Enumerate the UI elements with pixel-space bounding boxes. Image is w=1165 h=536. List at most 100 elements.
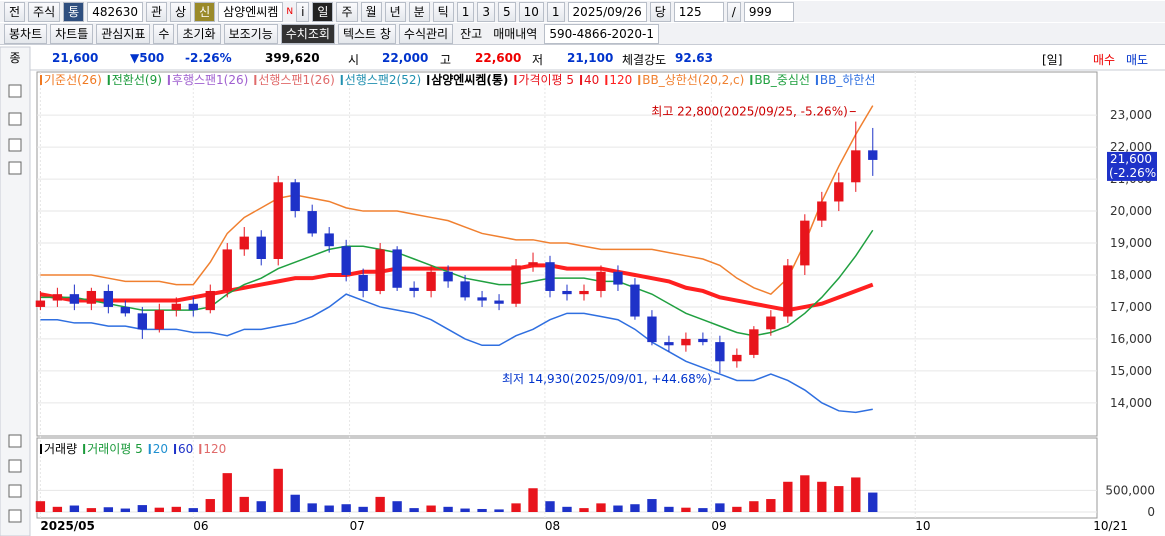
candle-body xyxy=(307,211,317,234)
toolbar-button[interactable]: 보조기능 xyxy=(223,23,278,44)
toolbar-button[interactable]: 1 xyxy=(456,1,475,22)
quote-high-label: 고 xyxy=(440,53,452,67)
legend-label: 선행스팬2(52) xyxy=(345,72,421,87)
toolbar-button[interactable]: 3 xyxy=(477,1,495,22)
toolbar-button[interactable]: 수치조회 xyxy=(280,23,335,44)
toolbar-button[interactable]: N xyxy=(286,6,294,17)
toolbar-button[interactable]: 5 xyxy=(497,1,516,22)
toolbar-button[interactable]: 매매내역 xyxy=(493,26,538,41)
toolbar-button[interactable]: 년 xyxy=(384,1,406,22)
toolbar-button[interactable]: 수 xyxy=(153,23,175,44)
volume-bar xyxy=(137,505,147,512)
toolbar-button[interactable]: 10 xyxy=(518,1,544,22)
toolbar-button[interactable]: 통 xyxy=(63,1,85,22)
volume-bar xyxy=(103,507,114,512)
volume-bar xyxy=(749,501,759,512)
volume-bar xyxy=(52,506,63,512)
toolbar-button[interactable]: 수식관리 xyxy=(398,23,454,44)
side-icon xyxy=(8,138,22,152)
toolbar-button[interactable]: 482630 xyxy=(87,1,143,22)
candle-body xyxy=(188,303,198,311)
candle-body xyxy=(494,300,504,304)
volume-bar xyxy=(120,508,131,512)
quote-change: ▼500 xyxy=(130,51,165,65)
toolbar-button[interactable]: 초기화 xyxy=(177,23,221,44)
volume-bar xyxy=(868,492,878,512)
volume-tick-label: 0 xyxy=(1147,505,1155,519)
legend-label: 기준선(26) xyxy=(44,73,102,87)
toolbar-button[interactable]: 관 xyxy=(146,1,168,22)
toolbar-button[interactable]: 999 xyxy=(743,1,794,22)
volume-bar xyxy=(239,496,249,512)
volume-bar xyxy=(273,468,283,512)
candle-body xyxy=(834,182,844,202)
toolbar-button[interactable]: 당 xyxy=(649,1,671,22)
candle-body xyxy=(851,150,861,183)
legend-swatch xyxy=(254,75,257,85)
y-tick-label: 23,000 xyxy=(1110,108,1152,122)
toolbar-button[interactable]: 삼양엔씨켐 xyxy=(218,1,284,22)
volume-bar xyxy=(494,509,504,512)
volume-bar xyxy=(664,506,674,512)
volume-bar xyxy=(681,507,691,512)
toolbar-button[interactable]: 틱 xyxy=(432,1,454,22)
y-tick-label: 22,000 xyxy=(1110,140,1152,154)
legend-label: 전환선(9) xyxy=(112,73,162,87)
toolbar-button[interactable]: 신 xyxy=(194,1,216,22)
volume-bar xyxy=(562,506,572,512)
toolbar-button[interactable]: 590-4866-2020-1 xyxy=(544,23,659,44)
volume-bar xyxy=(477,508,487,512)
sell-button[interactable]: 매도 xyxy=(1126,53,1148,67)
toolbar-button[interactable]: 관심지표 xyxy=(96,23,151,44)
legend-label: 가격이평 5 xyxy=(518,73,574,87)
toolbar-button[interactable]: 분 xyxy=(408,1,430,22)
toolbar-button[interactable]: / xyxy=(726,1,741,22)
legend-swatch xyxy=(340,75,343,85)
side-icon xyxy=(8,484,22,498)
side-label: 종 xyxy=(9,51,20,65)
toolbar-button[interactable]: 주식 xyxy=(28,1,61,22)
candle-body xyxy=(120,306,131,314)
volume-tick-label: 500,000 xyxy=(1105,483,1155,497)
toolbar-button[interactable]: 차트틀 xyxy=(50,23,94,44)
quote-low-label: 저 xyxy=(532,53,544,67)
toolbar-button[interactable]: 상 xyxy=(170,1,192,22)
toolbar-button[interactable]: 월 xyxy=(360,1,382,22)
candle-body xyxy=(222,249,232,291)
volume-bar xyxy=(460,508,470,512)
candle-body xyxy=(69,294,80,304)
legend-label: 후행스팬1(26) xyxy=(172,72,248,87)
buy-button[interactable]: 매수 xyxy=(1093,53,1115,67)
candle-body xyxy=(460,281,470,298)
candle-body xyxy=(426,271,436,291)
volume-bar xyxy=(715,503,725,512)
quote-open: 22,000 xyxy=(382,51,429,65)
candle-body xyxy=(766,316,776,330)
candle-body xyxy=(35,300,46,307)
candle-body xyxy=(528,262,538,266)
toolbar-button[interactable]: 2025/09/26 xyxy=(567,1,647,22)
y-tick-label: 16,000 xyxy=(1110,332,1152,346)
y-tick-label: 20,000 xyxy=(1110,204,1152,218)
toolbar-button[interactable]: 봉차트 xyxy=(4,23,48,44)
volume-bar xyxy=(630,504,640,512)
candle-body xyxy=(477,297,487,301)
low-annotation: 최저 14,930(2025/09/01, +44.68%) xyxy=(502,372,712,386)
toolbar-button[interactable]: 125 xyxy=(673,1,724,22)
toolbar-button[interactable]: 일 xyxy=(312,1,334,22)
last-rate-label: (-2.26%) xyxy=(1109,166,1161,180)
y-tick-label: 17,000 xyxy=(1110,300,1152,314)
volume-bar xyxy=(596,503,606,512)
side-icon xyxy=(8,112,22,126)
toolbar-button[interactable]: 잔고 xyxy=(460,26,483,41)
toolbar-button[interactable]: 텍스트 창 xyxy=(337,23,396,44)
toolbar-button[interactable]: 1 xyxy=(546,1,565,22)
y-tick-label: 19,000 xyxy=(1110,236,1152,250)
toolbar-button[interactable]: 전 xyxy=(4,1,26,22)
toolbar-button[interactable]: 주 xyxy=(336,1,358,22)
candle-body xyxy=(749,329,759,355)
toolbar-button[interactable]: i xyxy=(296,1,310,22)
candle-body xyxy=(273,182,283,259)
indicator-line xyxy=(40,263,874,313)
last-price-box xyxy=(1107,151,1157,181)
